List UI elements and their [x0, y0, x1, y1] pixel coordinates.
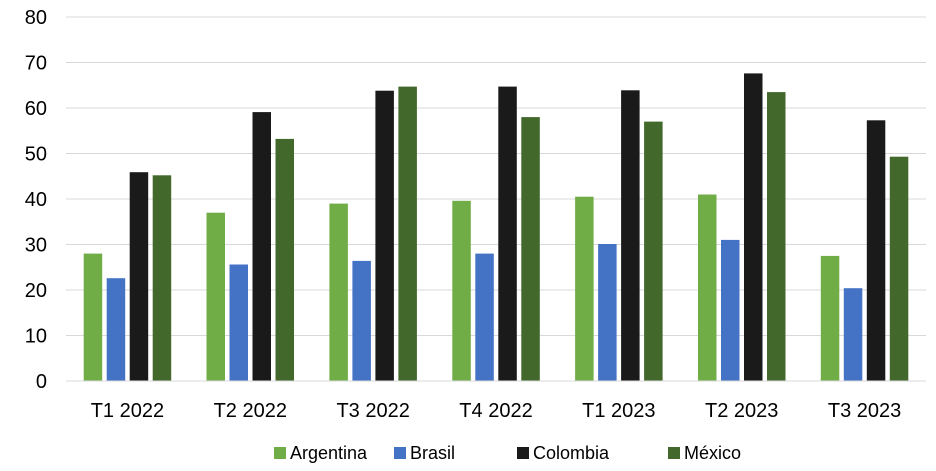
- bar-brasil: [352, 261, 371, 381]
- y-tick-label: 30: [25, 235, 47, 257]
- bar-mexico: [644, 122, 663, 381]
- x-tick-label: T2 2023: [705, 400, 778, 422]
- bar-argentina: [698, 195, 717, 382]
- legend-label-brasil: Brasil: [410, 443, 455, 463]
- x-tick-label: T2 2022: [214, 400, 287, 422]
- gridlines: [66, 17, 926, 336]
- legend-swatch-brasil: [394, 447, 406, 459]
- y-tick-label: 10: [25, 326, 47, 348]
- legend-label-argentina: Argentina: [290, 443, 368, 463]
- legend-label-colombia: Colombia: [533, 443, 610, 463]
- bar-argentina: [207, 213, 226, 381]
- bar-brasil: [107, 278, 126, 381]
- y-axis: 0 10 20 30 40 50 60 70 80: [25, 7, 47, 393]
- x-tick-label: T4 2022: [459, 400, 532, 422]
- bar-colombia: [867, 120, 886, 381]
- legend-swatch-argentina: [274, 447, 286, 459]
- y-tick-label: 60: [25, 98, 47, 120]
- bar-colombia: [130, 172, 149, 381]
- x-tick-label: T1 2023: [582, 400, 655, 422]
- bar-argentina: [329, 204, 348, 381]
- bar-mexico: [153, 175, 172, 381]
- bar-mexico: [767, 92, 786, 381]
- bar-brasil: [475, 254, 494, 381]
- x-axis: T1 2022 T2 2022 T3 2022 T4 2022 T1 2023 T2 20…: [91, 400, 902, 422]
- bar-brasil: [844, 288, 863, 381]
- y-tick-label: 20: [25, 280, 47, 302]
- bar-argentina: [821, 256, 840, 381]
- bar-brasil: [598, 244, 617, 381]
- y-tick-label: 40: [25, 189, 47, 211]
- bar-mexico: [890, 157, 909, 381]
- bar-argentina: [575, 197, 594, 381]
- bar-mexico: [521, 117, 540, 381]
- bar-colombia: [375, 91, 394, 381]
- x-tick-label: T3 2022: [336, 400, 409, 422]
- bar-mexico: [398, 87, 417, 381]
- bar-colombia: [253, 112, 272, 381]
- bar-colombia: [744, 73, 763, 381]
- legend-swatch-mexico: [668, 447, 680, 459]
- x-tick-label: T1 2022: [91, 400, 164, 422]
- y-tick-label: 70: [25, 53, 47, 75]
- bar-colombia: [621, 90, 640, 381]
- bar-brasil: [230, 265, 249, 382]
- legend-label-mexico: México: [684, 443, 741, 463]
- y-tick-label: 0: [36, 371, 47, 393]
- y-tick-label: 50: [25, 144, 47, 166]
- bar-colombia: [498, 87, 517, 381]
- y-tick-label: 80: [25, 7, 47, 29]
- legend: Argentina Brasil Colombia México: [274, 443, 741, 463]
- x-tick-label: T3 2023: [828, 400, 901, 422]
- bar-mexico: [276, 139, 295, 381]
- bars: [84, 73, 909, 381]
- bar-argentina: [452, 201, 471, 381]
- bar-brasil: [721, 240, 740, 381]
- bar-argentina: [84, 254, 103, 381]
- legend-swatch-colombia: [517, 447, 529, 459]
